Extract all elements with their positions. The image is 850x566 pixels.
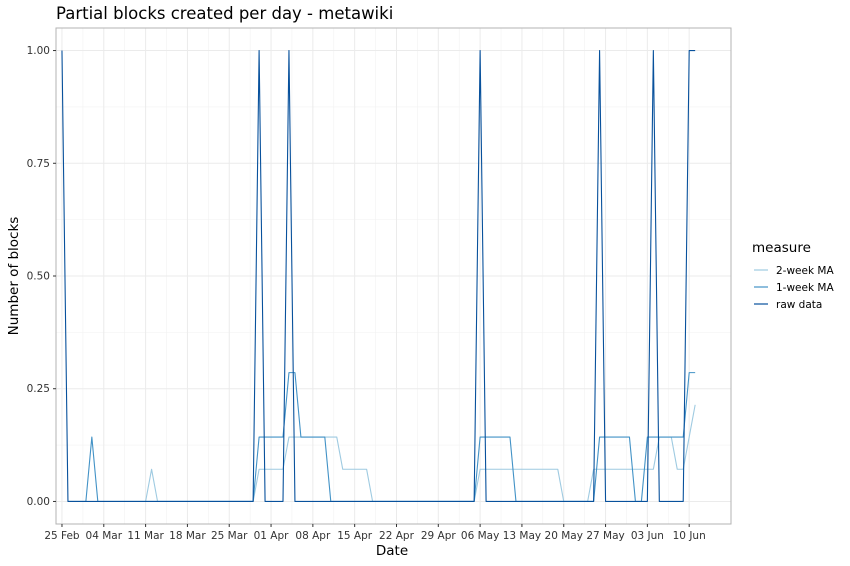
chart-title: Partial blocks created per day - metawik… bbox=[56, 4, 393, 23]
x-tick-label: 11 Mar bbox=[127, 530, 164, 542]
x-tick-label: 18 Mar bbox=[169, 530, 206, 542]
y-tick-label: 0.00 bbox=[27, 496, 50, 508]
x-tick-label: 04 Mar bbox=[86, 530, 123, 542]
x-tick-label: 08 Apr bbox=[295, 530, 331, 542]
legend-label-1: 2-week MA bbox=[776, 265, 834, 277]
x-tick-label: 25 Feb bbox=[44, 530, 80, 542]
y-tick-label: 0.75 bbox=[27, 158, 50, 170]
x-tick-label: 15 Apr bbox=[337, 530, 373, 542]
legend-label-3: raw data bbox=[776, 299, 822, 311]
legend: measure 2-week MA 1-week MA raw data bbox=[752, 240, 834, 311]
series-lines bbox=[61, 49, 696, 503]
legend-label-2: 1-week MA bbox=[776, 282, 834, 294]
x-tick-label: 13 May bbox=[503, 530, 541, 542]
y-tick-label: 1.00 bbox=[27, 45, 50, 57]
legend-title: measure bbox=[752, 240, 811, 256]
x-tick-label: 20 May bbox=[545, 530, 583, 542]
x-axis-ticks: 25 Feb 04 Mar 11 Mar 18 Mar 25 Mar 01 Apr 08 A… bbox=[44, 524, 706, 542]
y-axis-ticks: 0.00 0.25 0.50 0.75 1.00 bbox=[27, 45, 56, 508]
series-line-3 bbox=[61, 49, 696, 503]
x-tick-label: 10 Jun bbox=[673, 530, 706, 542]
x-tick-label: 01 Apr bbox=[254, 530, 290, 542]
x-tick-label: 27 May bbox=[586, 530, 624, 542]
x-tick-label: 25 Mar bbox=[211, 530, 248, 542]
y-tick-label: 0.25 bbox=[27, 383, 50, 395]
x-tick-label: 22 Apr bbox=[379, 530, 415, 542]
x-tick-label: 29 Apr bbox=[421, 530, 457, 542]
y-tick-label: 0.50 bbox=[27, 271, 50, 283]
x-axis-title: Date bbox=[376, 543, 408, 559]
series-line-2 bbox=[67, 372, 696, 503]
x-tick-label: 06 May bbox=[461, 530, 499, 542]
y-axis-title: Number of blocks bbox=[6, 217, 22, 336]
x-tick-label: 03 Jun bbox=[631, 530, 664, 542]
